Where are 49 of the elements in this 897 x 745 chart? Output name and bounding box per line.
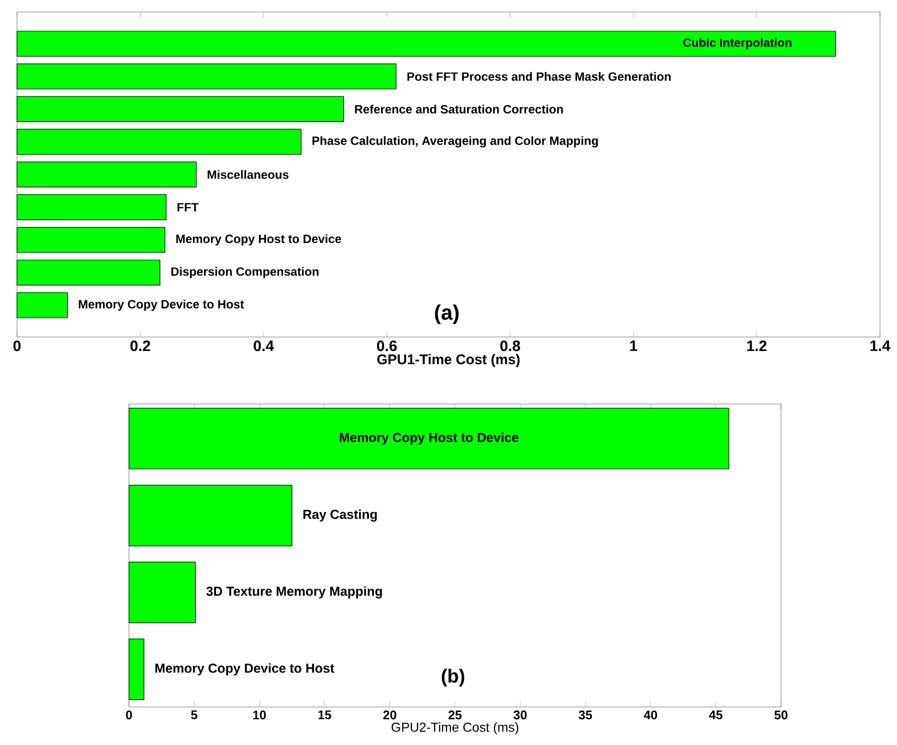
x-tick-label: 35 <box>578 710 592 720</box>
x-tick-label: 0.4 <box>254 340 274 352</box>
y-tick-label: Cubic Interpolation <box>683 38 792 50</box>
x-axis-title: GPU1-Time Cost (ms) <box>377 354 520 368</box>
x-tick-label: 15 <box>318 710 332 720</box>
x-tick-label: 10 <box>253 710 266 720</box>
x-tick-label: 45 <box>709 710 722 720</box>
y-tick-label: Dispersion Compensation <box>171 267 318 278</box>
x-tick-label: 40 <box>644 710 658 720</box>
y-tick-label: 3D Texture Memory Mapping <box>206 586 382 599</box>
x-tick-label: 0.2 <box>130 340 150 352</box>
x-tick-label: 0.6 <box>377 340 397 352</box>
x-tick-label: 25 <box>448 710 462 720</box>
bar <box>16 292 68 318</box>
bar <box>128 408 730 470</box>
bar <box>128 562 196 624</box>
x-tick-label: 0 <box>13 340 21 352</box>
y-tick-label: Miscellaneous <box>208 170 288 179</box>
bar <box>16 30 836 57</box>
bar <box>16 194 166 220</box>
x-tick-label: 20 <box>383 710 396 720</box>
x-tick-label: 30 <box>514 710 527 720</box>
x-tick-label: 0 <box>126 710 132 720</box>
annotation: (a) <box>434 304 459 324</box>
y-tick-label: Memory Copy Host to Device <box>176 234 342 246</box>
y-tick-label: FFT <box>178 203 199 212</box>
x-tick-label: 5 <box>191 710 198 720</box>
y-tick-label: Memory Copy Device to Host <box>78 300 244 311</box>
bar <box>128 638 144 700</box>
bar <box>16 128 302 155</box>
bar <box>16 96 344 122</box>
y-tick-label: Reference and Saturation Correction <box>355 104 563 114</box>
bar <box>16 260 160 286</box>
y-tick-label: Post FFT Process and Phase Mask Generation <box>407 72 671 81</box>
x-tick-label: 1 <box>630 340 638 351</box>
y-tick-label: Memory Copy Host to Device <box>340 432 518 445</box>
bar <box>16 227 166 253</box>
x-tick-label: 50 <box>774 710 788 720</box>
annotation: (b) <box>442 668 464 686</box>
y-tick-label: Phase Calculation, Averageing and Color Mapping <box>312 136 598 148</box>
x-axis-title: GPU2-Time Cost (ms) <box>392 722 518 734</box>
x-tick-label: 0.8 <box>500 340 520 352</box>
y-tick-label: Memory Copy Device to Host <box>155 663 334 676</box>
y-tick-label: Ray Casting <box>303 509 377 522</box>
x-tick-label: 1.2 <box>747 340 767 352</box>
bar <box>16 162 197 188</box>
bar <box>16 64 396 90</box>
bar <box>128 484 292 546</box>
x-tick-label: 1.4 <box>870 340 890 351</box>
